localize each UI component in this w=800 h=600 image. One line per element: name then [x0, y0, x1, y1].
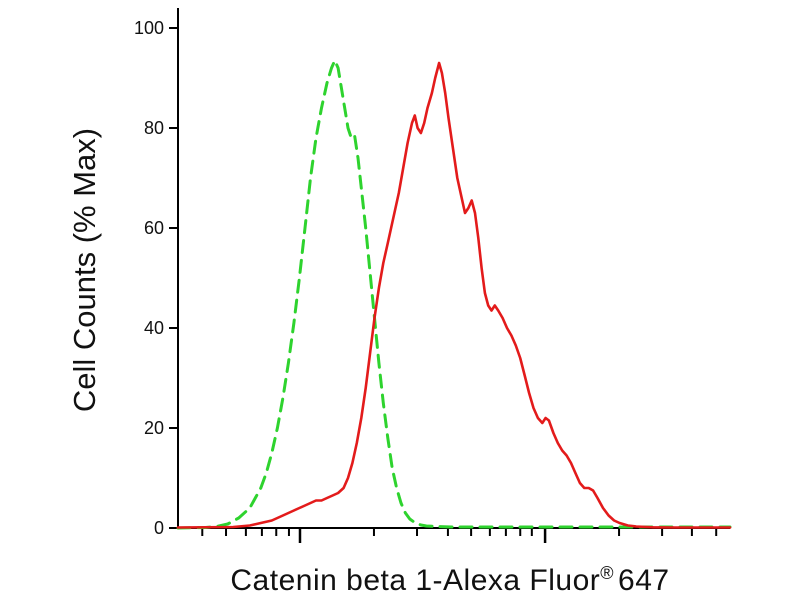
- y-tick-label: 0: [154, 518, 164, 538]
- y-tick-label: 100: [134, 18, 164, 38]
- y-axis-label: Cell Counts (% Max): [67, 128, 102, 412]
- x-axis-label-main: Catenin beta 1-Alexa Fluor: [230, 564, 601, 597]
- x-axis-label: Catenin beta 1-Alexa Fluor® 647: [150, 563, 750, 598]
- y-tick-label: 80: [144, 118, 164, 138]
- y-tick-label: 40: [144, 318, 164, 338]
- curve-control-dashed-green: [176, 59, 732, 530]
- y-tick-label: 60: [144, 218, 164, 238]
- registered-trademark-symbol: ®: [600, 563, 615, 583]
- x-axis-label-suffix: 647: [618, 564, 670, 597]
- curve-catenin-beta1-solid-red: [176, 61, 732, 529]
- y-tick-label: 20: [144, 418, 164, 438]
